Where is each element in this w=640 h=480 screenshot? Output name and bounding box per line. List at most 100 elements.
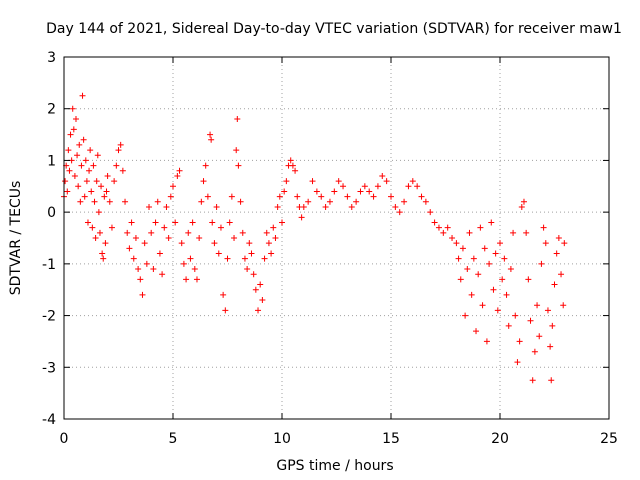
data-point — [558, 271, 565, 278]
data-point — [141, 240, 148, 247]
data-point — [523, 229, 530, 236]
x-axis-label: GPS time / hours — [276, 458, 393, 474]
data-point — [211, 240, 218, 247]
data-point — [405, 183, 412, 190]
data-point — [87, 147, 94, 154]
y-tick-label: 1 — [47, 153, 56, 169]
data-point — [156, 250, 163, 257]
data-point — [383, 178, 390, 185]
data-point — [185, 229, 192, 236]
data-point — [422, 198, 429, 205]
y-tick-labels: -4 -3 -2 -1 0 1 2 3 — [42, 50, 56, 428]
data-point — [122, 198, 129, 205]
data-point — [457, 276, 464, 283]
data-point — [265, 240, 272, 247]
data-point — [90, 162, 97, 169]
data-point — [309, 178, 316, 185]
data-point — [154, 198, 161, 205]
data-point — [96, 229, 103, 236]
data-point — [81, 193, 88, 200]
y-tick-label: 2 — [47, 102, 56, 118]
data-point — [246, 240, 253, 247]
data-point — [555, 235, 562, 241]
data-point — [222, 307, 229, 314]
data-point — [279, 219, 285, 226]
data-point — [283, 178, 290, 185]
data-point — [547, 343, 554, 350]
data-point — [239, 229, 246, 236]
data-point — [95, 209, 102, 216]
data-point — [274, 203, 281, 210]
data-point — [444, 224, 451, 231]
data-point — [88, 188, 95, 195]
data-point — [483, 338, 490, 345]
data-point — [263, 229, 270, 236]
data-point — [187, 255, 194, 262]
data-point — [65, 147, 72, 154]
data-point — [287, 157, 294, 164]
data-point — [91, 198, 98, 205]
data-point — [208, 136, 215, 143]
data-point — [388, 193, 394, 200]
data-point — [414, 183, 421, 190]
x-tick-label: 0 — [60, 431, 69, 447]
data-point — [353, 198, 360, 205]
data-point — [198, 198, 205, 205]
data-point — [248, 250, 255, 257]
data-point — [119, 167, 126, 174]
data-point — [252, 286, 259, 293]
y-axis-label: SDTVAR / TECUs — [8, 181, 24, 296]
y-tick-label: -1 — [42, 257, 56, 273]
data-point — [431, 219, 438, 226]
data-point — [418, 193, 425, 200]
data-point — [481, 245, 488, 252]
data-point — [128, 219, 135, 226]
data-point — [98, 183, 105, 190]
data-point — [529, 377, 536, 384]
data-point — [468, 291, 475, 298]
data-point — [193, 276, 200, 283]
data-point — [82, 157, 89, 164]
data-point — [507, 266, 514, 273]
data-point — [79, 92, 86, 99]
data-point — [83, 178, 90, 185]
data-point — [191, 266, 198, 273]
data-point — [305, 198, 312, 205]
data-point — [361, 183, 368, 190]
data-point — [527, 317, 534, 324]
data-point — [276, 193, 283, 200]
data-point — [300, 203, 307, 210]
data-point — [148, 229, 155, 236]
data-point — [234, 116, 241, 123]
data-point — [548, 377, 555, 384]
data-point — [86, 167, 93, 174]
data-point — [370, 193, 377, 200]
data-point — [135, 266, 142, 273]
data-point — [503, 291, 510, 298]
data-point — [170, 183, 176, 190]
data-point — [479, 302, 486, 309]
data-point — [250, 271, 257, 278]
data-point — [207, 131, 214, 138]
data-point — [409, 178, 416, 185]
data-point — [176, 167, 183, 174]
data-point — [326, 198, 333, 205]
data-point — [520, 198, 527, 205]
data-point — [427, 209, 434, 216]
data-point — [525, 276, 532, 283]
data-point — [189, 219, 196, 226]
data-point — [292, 167, 299, 174]
data-point — [94, 152, 101, 159]
data-point — [106, 198, 113, 205]
data-point — [518, 203, 525, 210]
axis-ticks — [63, 56, 610, 420]
data-point — [150, 266, 157, 273]
data-point — [101, 193, 108, 200]
data-point — [174, 172, 181, 179]
data-point — [89, 224, 96, 231]
data-point — [455, 255, 462, 262]
y-tick-label: 3 — [47, 50, 56, 66]
data-point — [66, 167, 73, 174]
data-point — [544, 307, 551, 314]
